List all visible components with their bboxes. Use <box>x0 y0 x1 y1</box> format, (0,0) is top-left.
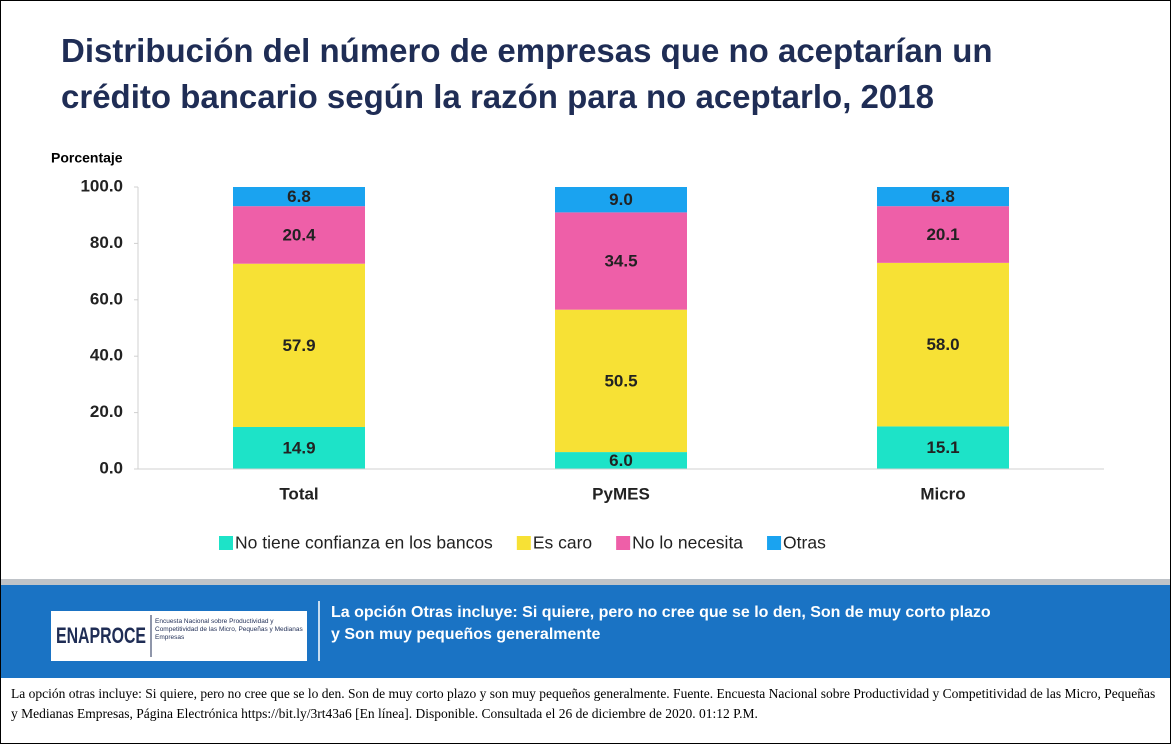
bar-segment <box>555 212 687 310</box>
data-label: 34.5 <box>604 252 637 271</box>
legend-label: No tiene confianza en los bancos <box>235 533 493 553</box>
data-label: 9.0 <box>609 190 633 209</box>
bar-segment <box>555 187 687 213</box>
y-tick-label: 0.0 <box>99 458 123 477</box>
chart: Distribución del número de empresas que … <box>1 32 1170 678</box>
bar-segment <box>233 426 365 469</box>
bar-segment <box>233 187 365 207</box>
bar-segment <box>877 206 1009 263</box>
logo-box <box>51 611 307 661</box>
logo-subtitle: Encuesta Nacional sobre Productividad y … <box>155 618 303 641</box>
data-label: 57.9 <box>282 336 315 355</box>
logo: ENAPROCE <box>56 623 146 648</box>
banner-text: La opción Otras incluye: Si quiere, pero… <box>331 604 991 621</box>
bar-segment <box>877 426 1009 469</box>
legend-label: Es caro <box>533 533 592 553</box>
y-tick-label: 80.0 <box>90 233 123 252</box>
data-label: 6.0 <box>609 451 633 470</box>
y-tick-label: 100.0 <box>80 176 123 195</box>
bar-segment <box>233 263 365 427</box>
bar-segment <box>555 309 687 453</box>
bar-segment <box>555 452 687 469</box>
data-label: 20.1 <box>926 225 959 244</box>
banner-stripe <box>1 579 1170 587</box>
data-label: 58.0 <box>926 335 959 354</box>
banner-text: y Son muy pequeños generalmente <box>331 626 601 643</box>
legend-swatch <box>219 536 233 550</box>
y-axis-label: Porcentaje <box>51 150 123 166</box>
x-tick-label: PyMES <box>592 484 650 503</box>
x-tick-label: Micro <box>920 484 965 503</box>
bar-segment <box>233 206 365 264</box>
data-label: 14.9 <box>282 438 315 457</box>
data-label: 6.8 <box>287 187 311 206</box>
data-label: 15.1 <box>926 438 959 457</box>
logo-subtitle-box: Encuesta Nacional sobre Productividad y … <box>155 618 303 641</box>
y-tick-label: 20.0 <box>90 402 123 421</box>
footnote: La opción otras incluye: Si quiere, pero… <box>11 686 1156 721</box>
data-label: 20.4 <box>282 225 316 244</box>
legend-label: Otras <box>783 533 826 553</box>
x-tick-label: Total <box>279 484 318 503</box>
legend-label: No lo necesita <box>632 533 743 553</box>
legend-swatch <box>516 536 531 550</box>
legend-swatch <box>616 536 631 550</box>
bar-segment <box>877 262 1009 427</box>
y-tick-label: 40.0 <box>90 346 123 365</box>
y-tick-label: 60.0 <box>90 289 123 308</box>
bar-segment <box>877 187 1009 207</box>
data-label: 6.8 <box>931 187 955 206</box>
chart-title: Distribución del número de empresas que … <box>61 32 993 115</box>
data-label: 50.5 <box>604 371 637 390</box>
legend-swatch <box>767 536 782 550</box>
